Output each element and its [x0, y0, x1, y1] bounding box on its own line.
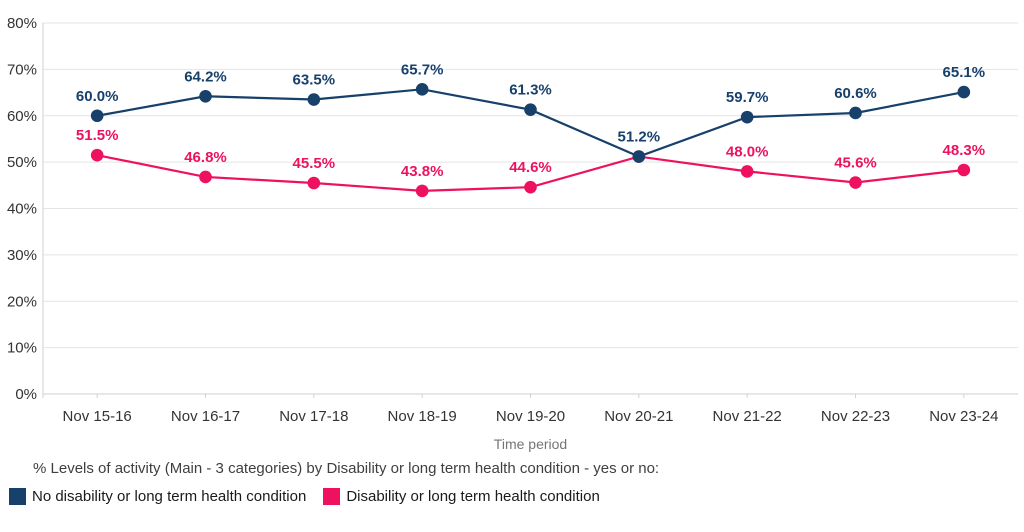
data-point-marker[interactable]	[957, 163, 971, 177]
x-tick-label: Nov 17-18	[279, 408, 348, 425]
data-point-marker[interactable]	[632, 150, 646, 163]
data-label: 51.2%	[618, 129, 661, 146]
legend-swatch-disability	[323, 488, 341, 505]
x-tick-label: Nov 22-23	[821, 408, 890, 425]
data-label: 43.8%	[401, 163, 444, 180]
data-point-marker[interactable]	[849, 106, 862, 120]
data-label: 46.8%	[184, 149, 227, 166]
y-tick-label: 20%	[7, 293, 37, 310]
data-point-marker[interactable]	[90, 109, 104, 123]
data-label: 61.3%	[509, 82, 552, 99]
y-tick-label: 10%	[7, 340, 37, 357]
data-point-marker[interactable]	[524, 103, 537, 117]
data-label: 65.7%	[401, 61, 444, 78]
data-label: 45.6%	[834, 155, 877, 172]
legend: No disability or long term health condit…	[9, 488, 1024, 505]
y-tick-label: 70%	[7, 61, 37, 78]
data-label: 60.6%	[834, 85, 877, 102]
data-label: 65.1%	[943, 64, 986, 81]
x-tick-label: Nov 19-20	[496, 408, 565, 425]
data-point-marker[interactable]	[199, 89, 212, 103]
x-tick-label: Nov 20-21	[604, 408, 673, 425]
data-point-marker[interactable]	[199, 170, 212, 184]
x-tick-label: Nov 21-22	[713, 408, 782, 425]
data-label: 51.5%	[76, 127, 119, 144]
y-tick-label: 60%	[7, 108, 37, 125]
data-point-marker[interactable]	[957, 85, 971, 99]
line-chart-svg: 0% 10% 20% 30% 40% 50% 60% 70% 80% Nov 15-16 Nov 1…	[7, 15, 1018, 452]
data-point-marker[interactable]	[415, 184, 429, 198]
x-axis-title: Time period	[494, 436, 567, 452]
y-tick-label: 80%	[7, 15, 37, 32]
data-label: 45.5%	[293, 155, 336, 172]
data-label: 48.3%	[943, 142, 986, 159]
data-point-marker[interactable]	[307, 176, 321, 190]
data-point-marker[interactable]	[524, 180, 537, 194]
data-point-marker[interactable]	[90, 148, 104, 162]
data-label: 48.0%	[726, 143, 769, 160]
y-tick-label: 30%	[7, 247, 37, 264]
y-tick-label: 50%	[7, 154, 37, 171]
data-point-marker[interactable]	[307, 93, 321, 106]
y-tick-label: 40%	[7, 201, 37, 218]
legend-title: % Levels of activity (Main - 3 categorie…	[33, 460, 660, 477]
data-label: 63.5%	[293, 72, 336, 89]
legend-item-disability[interactable]: Disability or long term health condition	[323, 488, 600, 505]
data-point-marker[interactable]	[415, 83, 429, 96]
x-tick-label: Nov 15-16	[63, 408, 132, 425]
data-point-marker[interactable]	[849, 176, 862, 189]
data-point-marker[interactable]	[740, 165, 754, 178]
legend-label-no-disability: No disability or long term health condit…	[32, 488, 307, 505]
data-label: 44.6%	[509, 159, 552, 176]
data-point-marker[interactable]	[740, 110, 754, 124]
y-tick-label: 0%	[15, 386, 37, 403]
x-tick-label: Nov 16-17	[171, 408, 240, 425]
x-tick-label: Nov 18-19	[388, 408, 457, 425]
legend-swatch-no-disability	[9, 488, 26, 505]
data-label: 59.7%	[726, 89, 769, 106]
legend-label-disability: Disability or long term health condition	[346, 488, 600, 505]
legend-item-no-disability[interactable]: No disability or long term health condit…	[9, 488, 306, 505]
data-label: 64.2%	[184, 68, 227, 85]
data-label: 60.0%	[76, 88, 119, 105]
x-tick-label: Nov 23-24	[929, 408, 998, 425]
